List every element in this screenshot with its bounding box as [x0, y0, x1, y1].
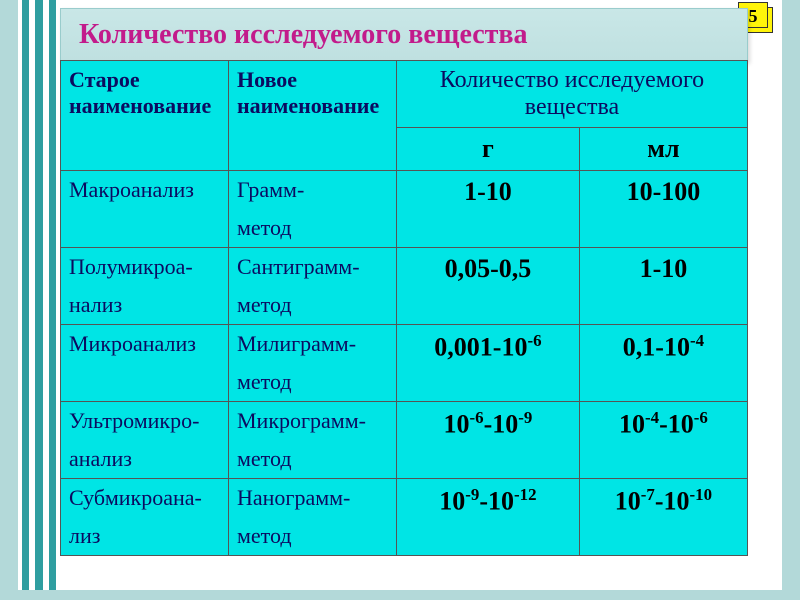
cell-old-name: нализ — [61, 286, 229, 325]
table-row: Полумикроа-Сантиграмм-0,05-0,51-10 — [61, 248, 748, 287]
cell-value-g: 0,05-0,5 — [397, 248, 580, 325]
page-title: Количество исследуемого вещества — [79, 19, 528, 50]
cell-value-ml: 10-4-10-6 — [579, 402, 747, 479]
cell-old-name: лиз — [61, 517, 229, 556]
left-decor-bars — [18, 0, 56, 590]
cell-value-g: 1-10 — [397, 171, 580, 248]
cell-value-g: 10-9-10-12 — [397, 479, 580, 556]
cell-old-name: Макроанализ — [61, 171, 229, 210]
cell-new-name: метод — [229, 209, 397, 248]
cell-old-name: Полумикроа- — [61, 248, 229, 287]
cell-old-name — [61, 209, 229, 248]
cell-new-name: Сантиграмм- — [229, 248, 397, 287]
col-quantity: Количество исследуемого вещества — [397, 61, 748, 128]
cell-old-name — [61, 363, 229, 402]
table-row: Субмикроана-Нанограмм-10-9-10-1210-7-10-… — [61, 479, 748, 518]
cell-new-name: Нанограмм- — [229, 479, 397, 518]
cell-new-name: метод — [229, 517, 397, 556]
cell-old-name: анализ — [61, 440, 229, 479]
title-banner: Количество исследуемого вещества — [60, 8, 748, 62]
unit-gram: г — [397, 128, 580, 171]
table-body: МакроанализГрамм-1-1010-100методПолумикр… — [61, 171, 748, 556]
cell-new-name: метод — [229, 286, 397, 325]
cell-new-name: метод — [229, 440, 397, 479]
cell-old-name: Ультромикро- — [61, 402, 229, 441]
cell-new-name: Милиграмм- — [229, 325, 397, 364]
cell-old-name: Субмикроана- — [61, 479, 229, 518]
cell-value-g: 0,001-10-6 — [397, 325, 580, 402]
cell-new-name: Грамм- — [229, 171, 397, 210]
table-row: МикроанализМилиграмм-0,001-10-60,1-10-4 — [61, 325, 748, 364]
cell-value-g: 10-6-10-9 — [397, 402, 580, 479]
cell-value-ml: 0,1-10-4 — [579, 325, 747, 402]
cell-new-name: Микрограмм- — [229, 402, 397, 441]
cell-old-name: Микроанализ — [61, 325, 229, 364]
col-old-name: Старое наименование — [61, 61, 229, 171]
cell-value-ml: 10-7-10-10 — [579, 479, 747, 556]
table-row: МакроанализГрамм-1-1010-100 — [61, 171, 748, 210]
cell-new-name: метод — [229, 363, 397, 402]
cell-value-ml: 1-10 — [579, 248, 747, 325]
col-new-name: Новое наименование — [229, 61, 397, 171]
cell-value-ml: 10-100 — [579, 171, 747, 248]
table-row: Ультромикро-Микрограмм-10-6-10-910-4-10-… — [61, 402, 748, 441]
substance-quantity-table: Старое наименование Новое наименование К… — [60, 60, 748, 556]
unit-ml: мл — [579, 128, 747, 171]
